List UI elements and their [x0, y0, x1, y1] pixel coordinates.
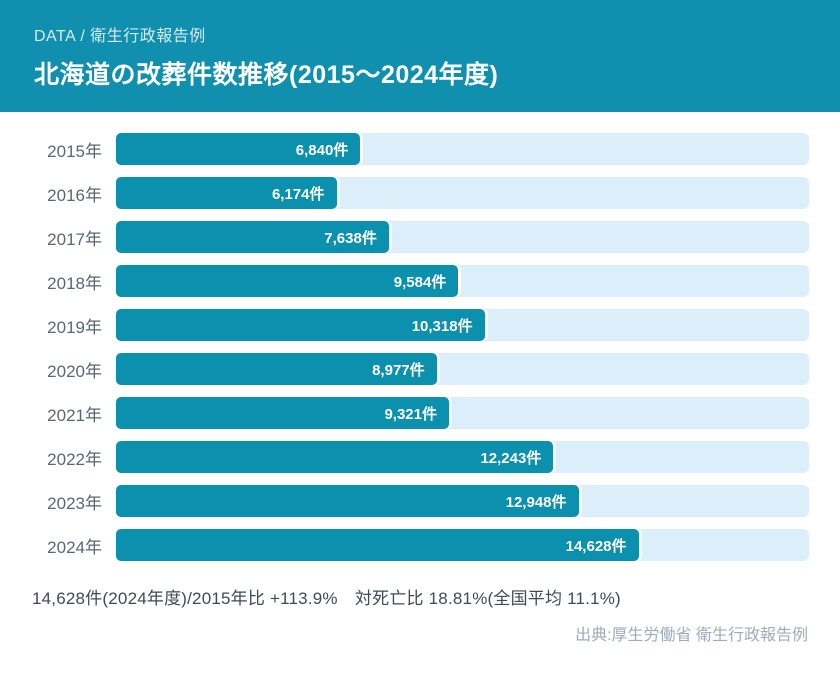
- bar-track: 8,977件: [116, 353, 809, 385]
- bar-row: 2016年 6,174件: [0, 177, 809, 209]
- bar-track: 7,638件: [116, 221, 809, 253]
- bar-track: 12,243件: [116, 441, 809, 473]
- bar-value-label: 9,321件: [384, 405, 437, 423]
- year-label: 2019年: [47, 317, 102, 337]
- year-label: 2015年: [47, 141, 102, 161]
- summary-stats: 14,628件(2024年度)/2015年比 +113.9% 対死亡比 18.8…: [32, 589, 621, 608]
- bar: 8,977件: [116, 353, 437, 385]
- bar-row: 2015年 6,840件: [0, 133, 809, 165]
- bar-row: 2018年 9,584件: [0, 265, 809, 297]
- bar: 6,174件: [116, 177, 337, 209]
- header-banner: DATA / 衛生行政報告例 北海道の改葬件数推移(2015〜2024年度): [0, 0, 840, 112]
- bar: 7,638件: [116, 221, 389, 253]
- year-label: 2024年: [47, 537, 102, 557]
- bar: 9,321件: [116, 397, 449, 429]
- year-label: 2023年: [47, 493, 102, 513]
- bar-value-label: 7,638件: [324, 229, 377, 247]
- bar-track: 6,174件: [116, 177, 809, 209]
- bar-chart: 2015年 6,840件 2016年 6,174件 2017年 7,638件 2018年 9,…: [0, 133, 840, 561]
- bar-row: 2022年 12,243件: [0, 441, 809, 473]
- bar: 12,243件: [116, 441, 554, 473]
- bar-value-label: 8,977件: [372, 361, 425, 379]
- bar-track: 10,318件: [116, 309, 809, 341]
- bar-row: 2023年 12,948件: [0, 485, 809, 517]
- bar: 14,628件: [116, 529, 639, 561]
- bar-value-label: 9,584件: [393, 273, 447, 291]
- year-label: 2016年: [47, 185, 102, 205]
- bar: 6,840件: [116, 133, 361, 165]
- bar-value-label: 6,174件: [271, 185, 325, 203]
- bar: 12,948件: [116, 485, 579, 517]
- bar-track: 12,948件: [116, 485, 809, 517]
- bar-track: 9,321件: [116, 397, 809, 429]
- bar: 10,318件: [116, 309, 485, 341]
- page-title: 北海道の改葬件数推移(2015〜2024年度): [34, 61, 499, 89]
- bar-track: 6,840件: [116, 133, 809, 165]
- header-kicker: DATA / 衛生行政報告例: [34, 28, 206, 45]
- bar-value-label: 12,243件: [480, 449, 542, 467]
- year-label: 2021年: [47, 405, 102, 425]
- bar-row: 2021年 9,321件: [0, 397, 809, 429]
- bar-value-label: 10,318件: [411, 317, 473, 335]
- bar-track: 9,584件: [116, 265, 809, 297]
- bar-track: 14,628件: [116, 529, 809, 561]
- bar-value-label: 6,840件: [295, 141, 349, 159]
- bar-value-label: 14,628件: [565, 537, 627, 555]
- year-label: 2020年: [47, 361, 102, 381]
- bar-row: 2024年 14,628件: [0, 529, 809, 561]
- bar-row: 2019年 10,318件: [0, 309, 809, 341]
- year-label: 2017年: [47, 229, 102, 249]
- year-label: 2018年: [47, 273, 102, 293]
- year-label: 2022年: [47, 449, 102, 469]
- bar-row: 2020年 8,977件: [0, 353, 809, 385]
- source-credit: 出典:厚生労働省 衛生行政報告例: [575, 627, 808, 644]
- bar: 9,584件: [116, 265, 459, 297]
- bar-value-label: 12,948件: [505, 493, 567, 511]
- bar-row: 2017年 7,638件: [0, 221, 809, 253]
